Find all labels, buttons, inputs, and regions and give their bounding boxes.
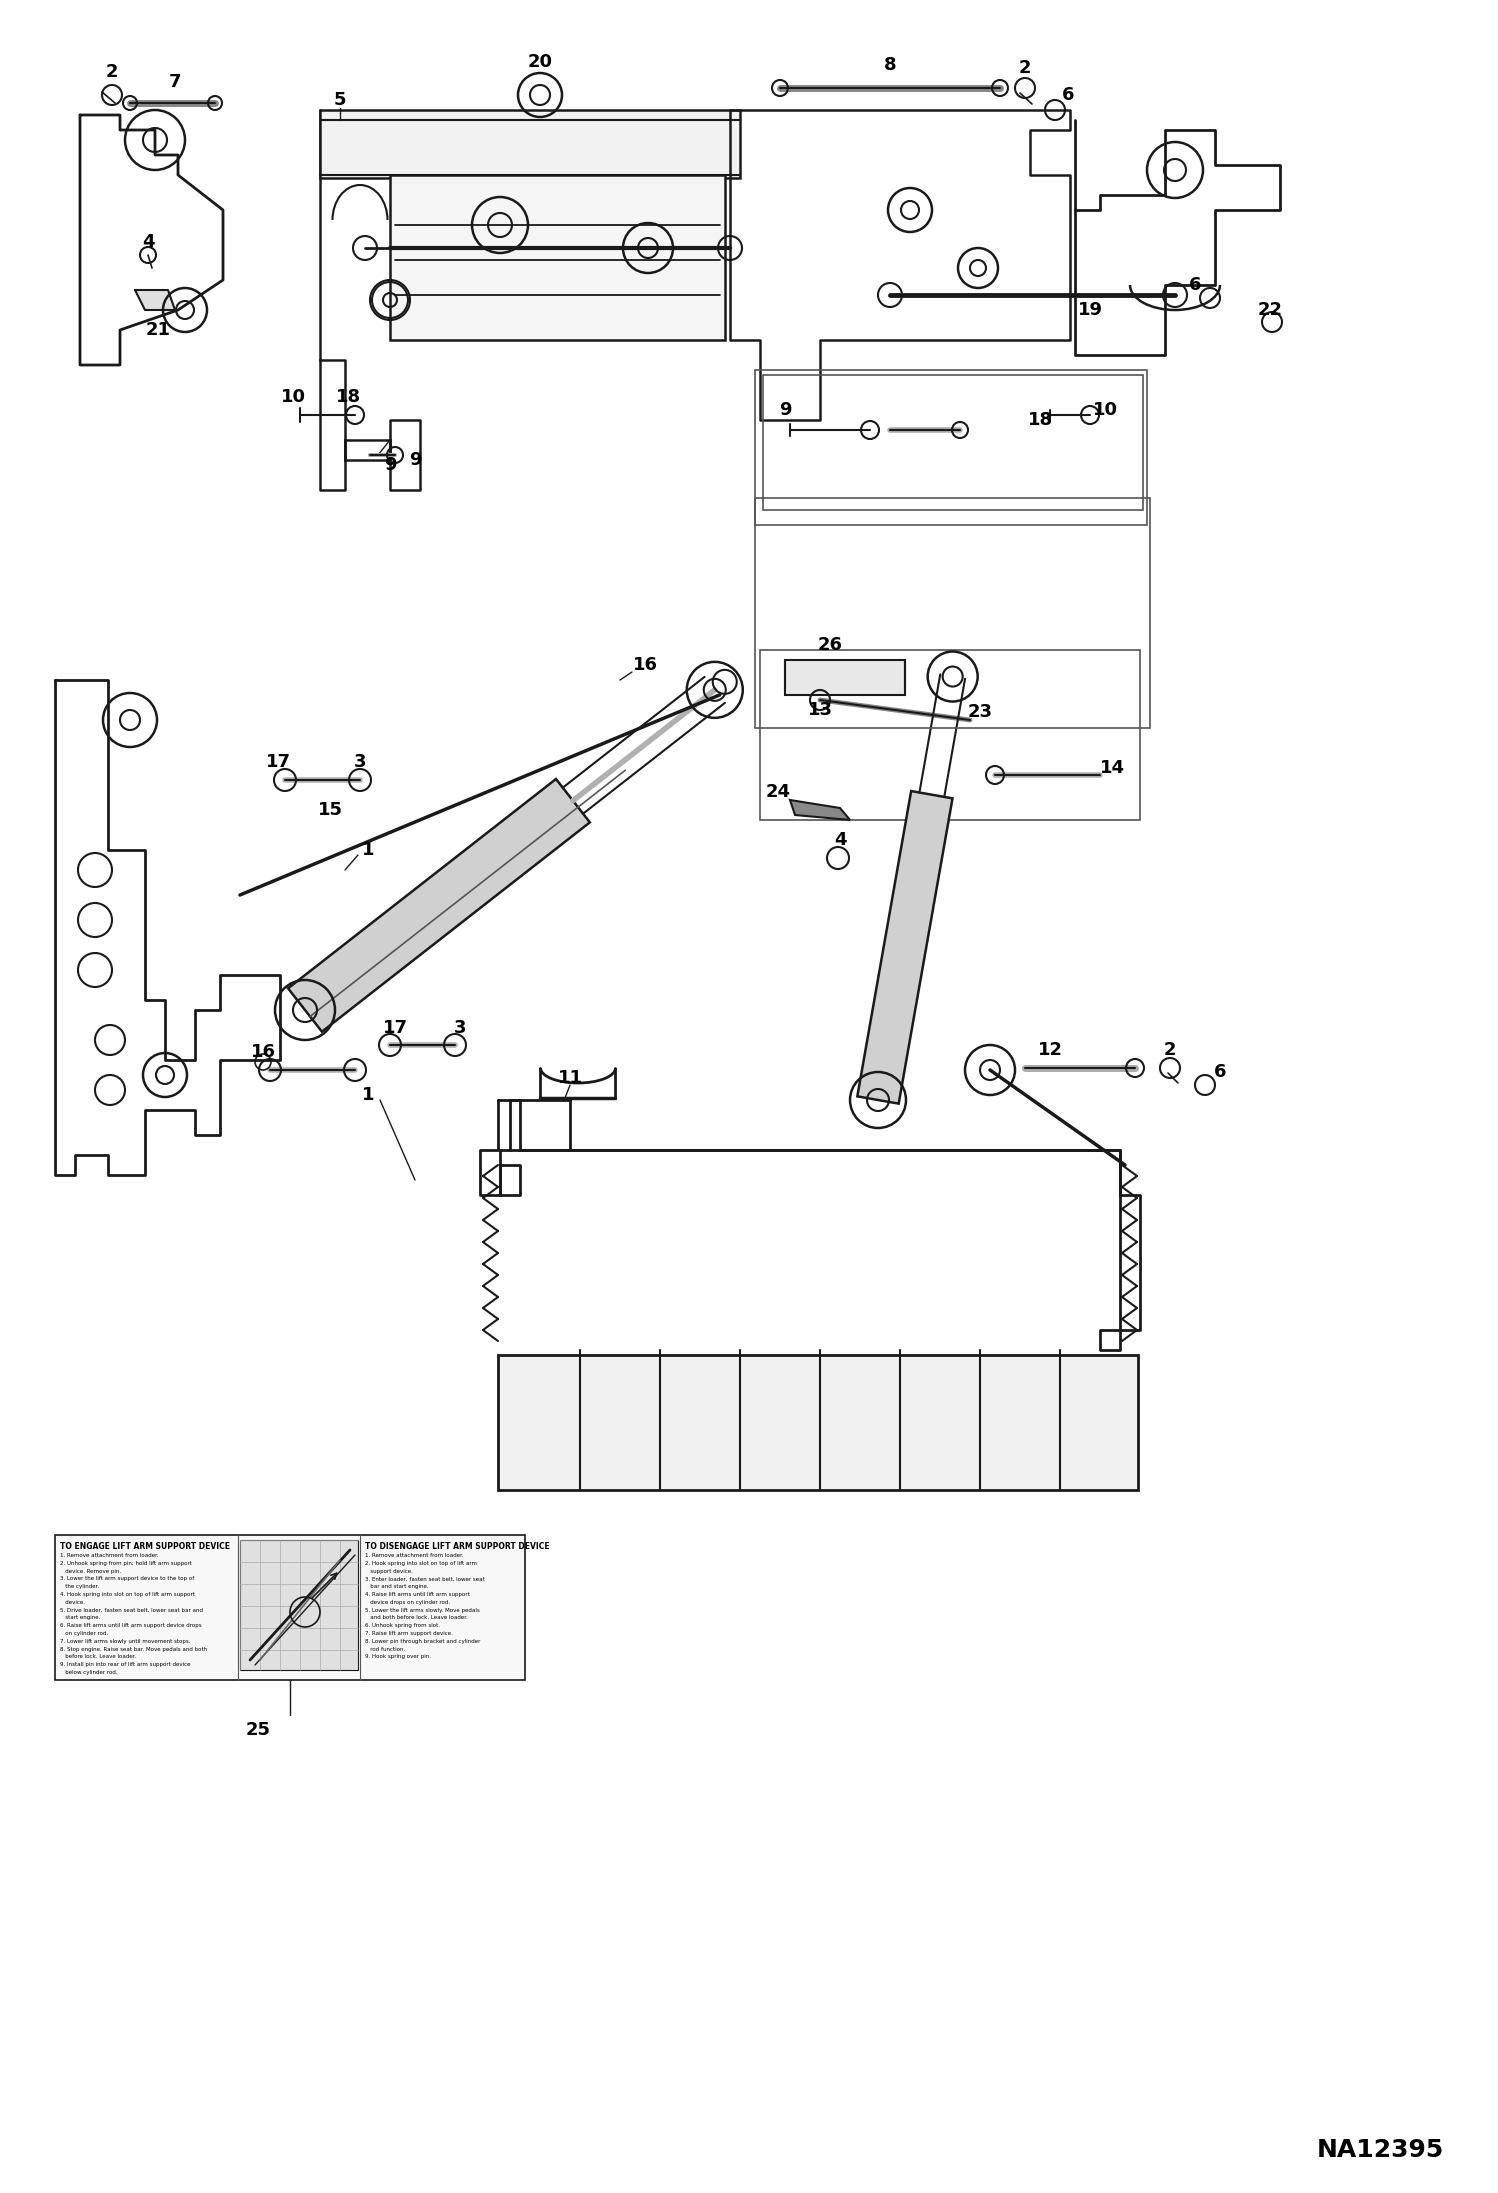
- Text: 4. Hook spring into slot on top of lift arm support: 4. Hook spring into slot on top of lift …: [60, 1592, 195, 1597]
- Text: 8. Stop engine. Raise seat bar. Move pedals and both: 8. Stop engine. Raise seat bar. Move ped…: [60, 1647, 207, 1651]
- Text: 5. Drive loader, fasten seat belt, lower seat bar and: 5. Drive loader, fasten seat belt, lower…: [60, 1607, 204, 1612]
- Text: 16: 16: [632, 656, 658, 673]
- Text: 1. Remove attachment from loader.: 1. Remove attachment from loader.: [60, 1553, 159, 1557]
- Text: 2: 2: [106, 64, 118, 81]
- Text: 2. Hook spring into slot on top of lift arm: 2. Hook spring into slot on top of lift …: [366, 1561, 476, 1566]
- Text: device. Remove pin.: device. Remove pin.: [60, 1568, 121, 1575]
- Bar: [755, 371, 1147, 524]
- Text: 5: 5: [334, 90, 346, 110]
- Text: before lock. Leave loader.: before lock. Leave loader.: [60, 1654, 136, 1660]
- Text: 16: 16: [250, 1044, 276, 1061]
- Text: 21: 21: [145, 320, 171, 340]
- Text: 6: 6: [1213, 1064, 1227, 1081]
- Text: on cylinder rod.: on cylinder rod.: [60, 1632, 108, 1636]
- Text: 11: 11: [557, 1068, 583, 1088]
- Text: 9: 9: [409, 452, 421, 469]
- Polygon shape: [288, 779, 590, 1031]
- Text: device.: device.: [60, 1601, 85, 1605]
- Text: 13: 13: [807, 702, 833, 719]
- Text: 3. Enter loader, fasten seat belt, lower seat: 3. Enter loader, fasten seat belt, lower…: [366, 1577, 485, 1581]
- Polygon shape: [789, 800, 849, 820]
- Bar: [321, 110, 740, 178]
- Text: 6. Raise lift arms until lift arm support device drops: 6. Raise lift arms until lift arm suppor…: [60, 1623, 202, 1627]
- Text: 1: 1: [361, 840, 374, 860]
- Text: 12: 12: [1038, 1042, 1062, 1059]
- Text: 9: 9: [779, 401, 791, 419]
- Text: 2. Unhook spring from pin; hold lift arm support: 2. Unhook spring from pin; hold lift arm…: [60, 1561, 192, 1566]
- Bar: [55, 1535, 524, 1680]
- Text: 17: 17: [265, 752, 291, 772]
- Text: 3: 3: [454, 1020, 466, 1037]
- Text: 7. Raise lift arm support device.: 7. Raise lift arm support device.: [366, 1632, 452, 1636]
- Text: 4: 4: [834, 831, 846, 849]
- Text: 4: 4: [142, 232, 154, 250]
- Text: 15: 15: [318, 800, 343, 818]
- Text: support device.: support device.: [366, 1568, 413, 1575]
- Polygon shape: [135, 289, 175, 309]
- Text: 19: 19: [1077, 300, 1103, 318]
- Text: 23: 23: [968, 704, 993, 721]
- Bar: [785, 660, 905, 695]
- Text: device drops on cylinder rod.: device drops on cylinder rod.: [366, 1601, 449, 1605]
- Text: 18: 18: [1028, 410, 1053, 430]
- Text: the cylinder.: the cylinder.: [60, 1583, 99, 1590]
- Text: start engine.: start engine.: [60, 1616, 100, 1621]
- Text: NA12395: NA12395: [1317, 2138, 1444, 2162]
- Text: 5. Lower the lift arms slowly. Move pedals: 5. Lower the lift arms slowly. Move peda…: [366, 1607, 479, 1612]
- Text: 9. Hook spring over pin.: 9. Hook spring over pin.: [366, 1654, 431, 1660]
- Text: 6: 6: [1189, 276, 1201, 294]
- Text: 8. Lower pin through bracket and cylinder: 8. Lower pin through bracket and cylinde…: [366, 1638, 481, 1645]
- Bar: [759, 649, 1140, 820]
- Text: 9: 9: [383, 456, 397, 474]
- Text: 7: 7: [169, 72, 181, 90]
- Text: 26: 26: [818, 636, 842, 654]
- Bar: [497, 1355, 1138, 1489]
- Text: 10: 10: [1092, 401, 1118, 419]
- Text: 22: 22: [1257, 300, 1282, 318]
- Text: 4. Raise lift arms until lift arm support: 4. Raise lift arms until lift arm suppor…: [366, 1592, 470, 1597]
- Text: 25: 25: [246, 1722, 271, 1739]
- Text: 9. Install pin into rear of lift arm support device: 9. Install pin into rear of lift arm sup…: [60, 1662, 190, 1667]
- Text: bar and start engine.: bar and start engine.: [366, 1583, 428, 1590]
- Text: 10: 10: [280, 388, 306, 406]
- Polygon shape: [857, 792, 953, 1103]
- Text: 18: 18: [336, 388, 361, 406]
- Text: 7. Lower lift arms slowly until movement stops.: 7. Lower lift arms slowly until movement…: [60, 1638, 190, 1645]
- Text: 14: 14: [1100, 759, 1125, 776]
- Bar: [755, 498, 1150, 728]
- Text: and both before lock. Leave loader.: and both before lock. Leave loader.: [366, 1616, 467, 1621]
- Text: TO ENGAGE LIFT ARM SUPPORT DEVICE: TO ENGAGE LIFT ARM SUPPORT DEVICE: [60, 1542, 231, 1550]
- Text: rod function.: rod function.: [366, 1647, 406, 1651]
- Text: 6: 6: [1062, 86, 1074, 103]
- Text: below cylinder rod.: below cylinder rod.: [60, 1671, 118, 1675]
- Text: 1: 1: [361, 1086, 374, 1103]
- Text: 17: 17: [382, 1020, 407, 1037]
- Text: 2: 2: [1019, 59, 1031, 77]
- Text: 3. Lower the lift arm support device to the top of: 3. Lower the lift arm support device to …: [60, 1577, 195, 1581]
- Text: 3: 3: [354, 752, 366, 772]
- Text: TO DISENGAGE LIFT ARM SUPPORT DEVICE: TO DISENGAGE LIFT ARM SUPPORT DEVICE: [366, 1542, 550, 1550]
- Text: 24: 24: [765, 783, 791, 800]
- Text: 8: 8: [884, 57, 896, 75]
- Bar: [240, 1539, 358, 1671]
- Text: 1. Remove attachment from loader.: 1. Remove attachment from loader.: [366, 1553, 463, 1557]
- Text: 20: 20: [527, 53, 553, 70]
- Text: 2: 2: [1164, 1042, 1176, 1059]
- Bar: [389, 175, 725, 340]
- Bar: [762, 375, 1143, 511]
- Text: 6. Unhook spring from slot.: 6. Unhook spring from slot.: [366, 1623, 440, 1627]
